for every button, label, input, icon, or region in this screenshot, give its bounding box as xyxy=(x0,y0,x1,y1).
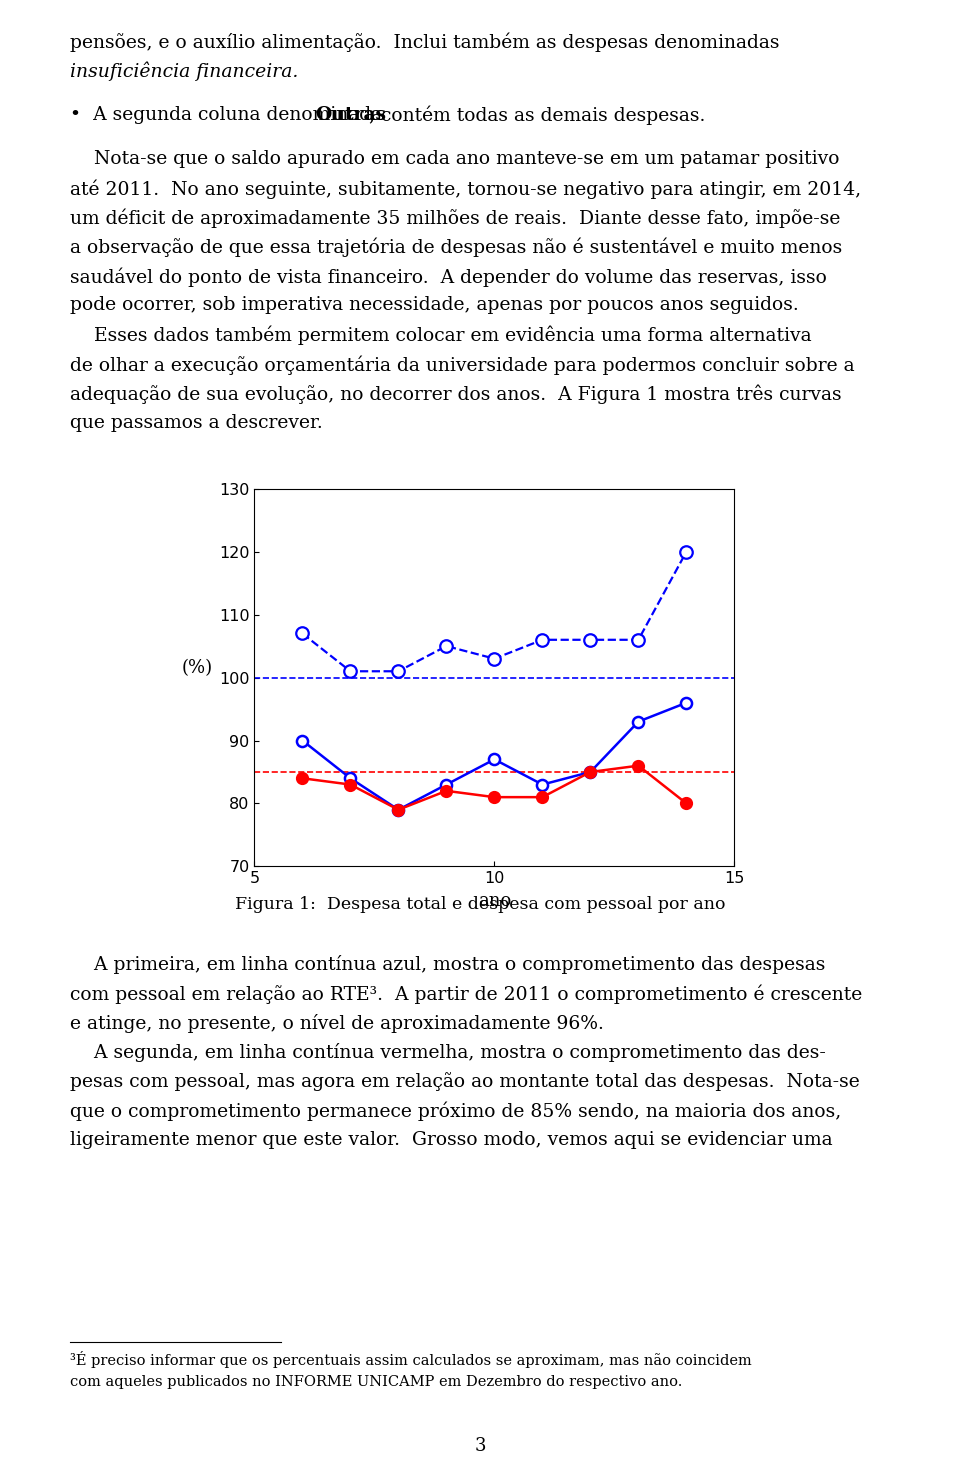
Text: Esses dados também permitem colocar em evidência uma forma alternativa: Esses dados também permitem colocar em e… xyxy=(70,326,812,345)
Text: ³É preciso informar que os percentuais assim calculados se aproximam, mas não co: ³É preciso informar que os percentuais a… xyxy=(70,1351,752,1367)
Text: que passamos a descrever.: que passamos a descrever. xyxy=(70,413,323,432)
Text: a observação de que essa trajetória de despesas não é sustentável e muito menos: a observação de que essa trajetória de d… xyxy=(70,238,842,258)
Text: ligeiramente menor que este valor.  Grosso modo, vemos aqui se evidenciar uma: ligeiramente menor que este valor. Gross… xyxy=(70,1131,832,1149)
Text: Figura 1:  Despesa total e despesa com pessoal por ano: Figura 1: Despesa total e despesa com pe… xyxy=(235,896,725,912)
Text: Outras: Outras xyxy=(316,107,387,124)
Text: com aqueles publicados no INFORME UNICAMP em Dezembro do respectivo ano.: com aqueles publicados no INFORME UNICAM… xyxy=(70,1374,683,1389)
Text: pesas com pessoal, mas agora em relação ao montante total das despesas.  Nota-se: pesas com pessoal, mas agora em relação … xyxy=(70,1072,860,1091)
Text: que o comprometimento permanece próximo de 85% sendo, na maioria dos anos,: que o comprometimento permanece próximo … xyxy=(70,1102,841,1121)
Text: A segunda, em linha contínua vermelha, mostra o comprometimento das des-: A segunda, em linha contínua vermelha, m… xyxy=(70,1043,826,1062)
Text: de olhar a execução orçamentária da universidade para podermos concluir sobre a: de olhar a execução orçamentária da univ… xyxy=(70,355,854,375)
X-axis label: ano: ano xyxy=(478,892,511,909)
Text: adequação de sua evolução, no decorrer dos anos.  A Figura 1 mostra três curvas: adequação de sua evolução, no decorrer d… xyxy=(70,385,842,404)
Text: A primeira, em linha contínua azul, mostra o comprometimento das despesas: A primeira, em linha contínua azul, most… xyxy=(70,955,826,974)
Text: até 2011.  No ano seguinte, subitamente, tornou-se negativo para atingir, em 201: até 2011. No ano seguinte, subitamente, … xyxy=(70,179,861,198)
Text: , contém todas as demais despesas.: , contém todas as demais despesas. xyxy=(369,107,706,126)
Text: com pessoal em relação ao RTE³.  A partir de 2011 o comprometimento é crescente: com pessoal em relação ao RTE³. A partir… xyxy=(70,985,862,1004)
Text: pensões, e o auxílio alimentação.  Inclui também as despesas denominadas: pensões, e o auxílio alimentação. Inclui… xyxy=(70,33,780,52)
Text: Nota-se que o saldo apurado em cada ano manteve-se em um patamar positivo: Nota-se que o saldo apurado em cada ano … xyxy=(70,150,840,167)
Text: pode ocorrer, sob imperativa necessidade, apenas por poucos anos seguidos.: pode ocorrer, sob imperativa necessidade… xyxy=(70,296,799,314)
Text: saudável do ponto de vista financeiro.  A depender do volume das reservas, isso: saudável do ponto de vista financeiro. A… xyxy=(70,267,827,287)
Text: •  A segunda coluna denominada: • A segunda coluna denominada xyxy=(70,107,388,124)
Y-axis label: (%): (%) xyxy=(181,659,212,678)
Text: 3: 3 xyxy=(474,1437,486,1454)
Text: e atinge, no presente, o nível de aproximadamente 96%.: e atinge, no presente, o nível de aproxi… xyxy=(70,1014,604,1032)
Text: um déficit de aproximadamente 35 milhões de reais.  Diante desse fato, impõe-se: um déficit de aproximadamente 35 milhões… xyxy=(70,209,840,228)
Text: insuficiência financeira.: insuficiência financeira. xyxy=(70,62,299,81)
